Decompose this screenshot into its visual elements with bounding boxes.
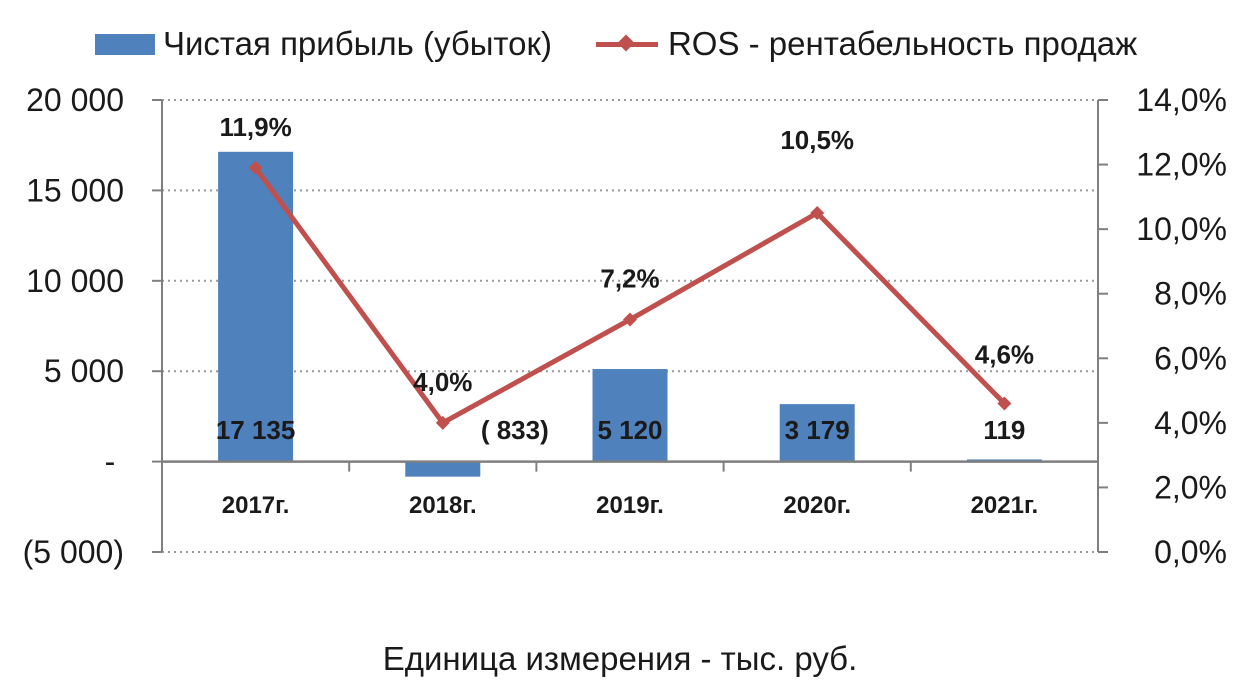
y-right-tick-label: 14,0% — [1136, 82, 1227, 118]
category-label: 2018г. — [409, 492, 477, 519]
y-left-tick-label: (5 000) — [23, 534, 124, 570]
y-right-tick-label: 4,0% — [1154, 405, 1227, 441]
y-left-tick-label: 20 000 — [26, 82, 124, 118]
y-left-tick-label: 10 000 — [26, 263, 124, 299]
y-right-tick-label: 12,0% — [1136, 147, 1227, 183]
profit-bar — [779, 404, 855, 462]
ros-data-label: 4,6% — [975, 339, 1034, 369]
ros-point — [623, 312, 637, 327]
ros-point — [810, 206, 825, 220]
y-right-tick-label: 8,0% — [1154, 276, 1227, 312]
profit-data-label: ( 833) — [481, 415, 549, 445]
legend: Чистая прибыль (убыток) ROS - рентабельн… — [95, 24, 1137, 64]
profit-data-label: 17 135 — [216, 415, 296, 445]
profit-bar — [405, 461, 481, 477]
ros-point — [997, 396, 1012, 411]
y-left-tick-label: 5 000 — [44, 353, 124, 389]
category-label: 2017г. — [222, 492, 290, 519]
legend-bar-swatch — [95, 33, 155, 55]
y-left-tick-label: 15 000 — [26, 172, 124, 208]
legend-line-swatch — [595, 33, 658, 55]
legend-line-label: ROS - рентабельность продаж — [667, 25, 1138, 62]
y-right-tick-label: 6,0% — [1154, 340, 1227, 376]
category-label: 2020г. — [783, 492, 851, 519]
profit-data-label: 119 — [983, 415, 1025, 445]
y-right-tick-label: 2,0% — [1154, 469, 1227, 505]
profit-bar — [592, 369, 668, 462]
ros-data-label: 7,2% — [600, 264, 659, 294]
ros-point — [248, 160, 263, 175]
y-left-tick-label: - — [105, 444, 116, 480]
chart-caption: Единица измерения - тыс. руб. — [382, 640, 858, 677]
ros-data-label: 11,9% — [219, 112, 291, 142]
ros-data-label: 4,0% — [413, 367, 472, 397]
ros-data-label: 10,5% — [780, 125, 854, 155]
profit-data-label: 5 120 — [597, 415, 662, 445]
legend-item-ros: ROS - рентабельность продаж — [552, 25, 1137, 63]
profit-data-label: 3 179 — [785, 415, 850, 445]
legend-bar-label: Чистая прибыль (убыток) — [163, 25, 552, 62]
y-right-tick-label: 10,0% — [1136, 211, 1227, 247]
category-label: 2019г. — [596, 492, 664, 519]
legend-item-profit: Чистая прибыль (убыток) — [95, 25, 552, 63]
category-label: 2021г. — [971, 492, 1039, 519]
ros-point — [435, 415, 450, 430]
y-right-tick-label: 0,0% — [1154, 534, 1227, 570]
